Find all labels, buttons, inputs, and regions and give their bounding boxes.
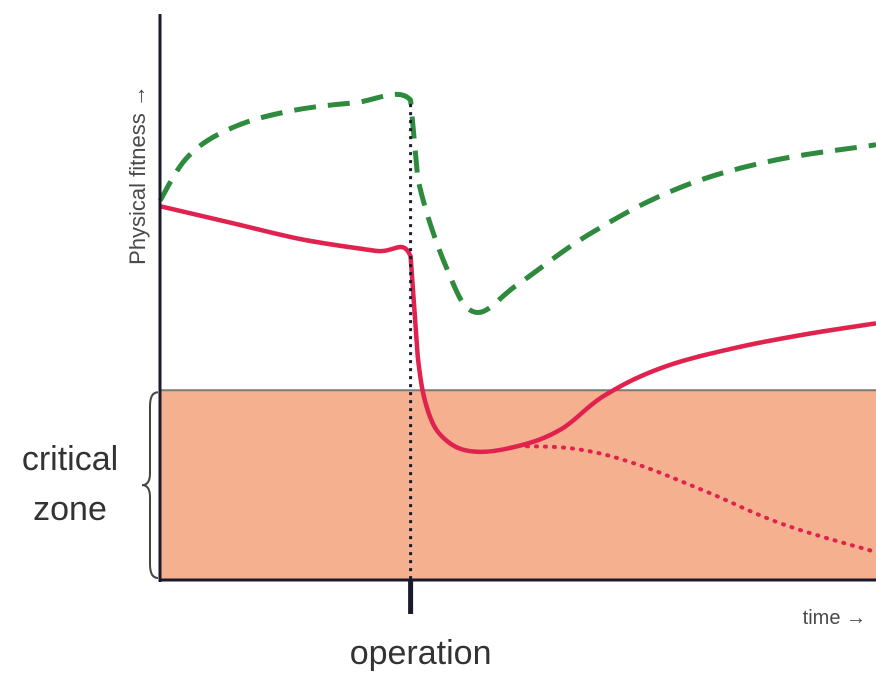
x-axis-label: time →: [803, 607, 866, 629]
critical-zone-brace: [141, 391, 159, 579]
series-layer: [157, 91, 876, 555]
operation-label: operation: [350, 634, 492, 672]
y-axis-label: Physical fitness →: [125, 85, 150, 265]
series-line-solid: [159, 203, 876, 455]
critical-zone-label-line1: critical: [22, 440, 118, 478]
critical-zone-label-line2: zone: [33, 490, 107, 528]
critical-zone-band: [160, 390, 876, 580]
series-line-dotted: [516, 444, 876, 555]
series-line-dashed: [157, 91, 876, 315]
